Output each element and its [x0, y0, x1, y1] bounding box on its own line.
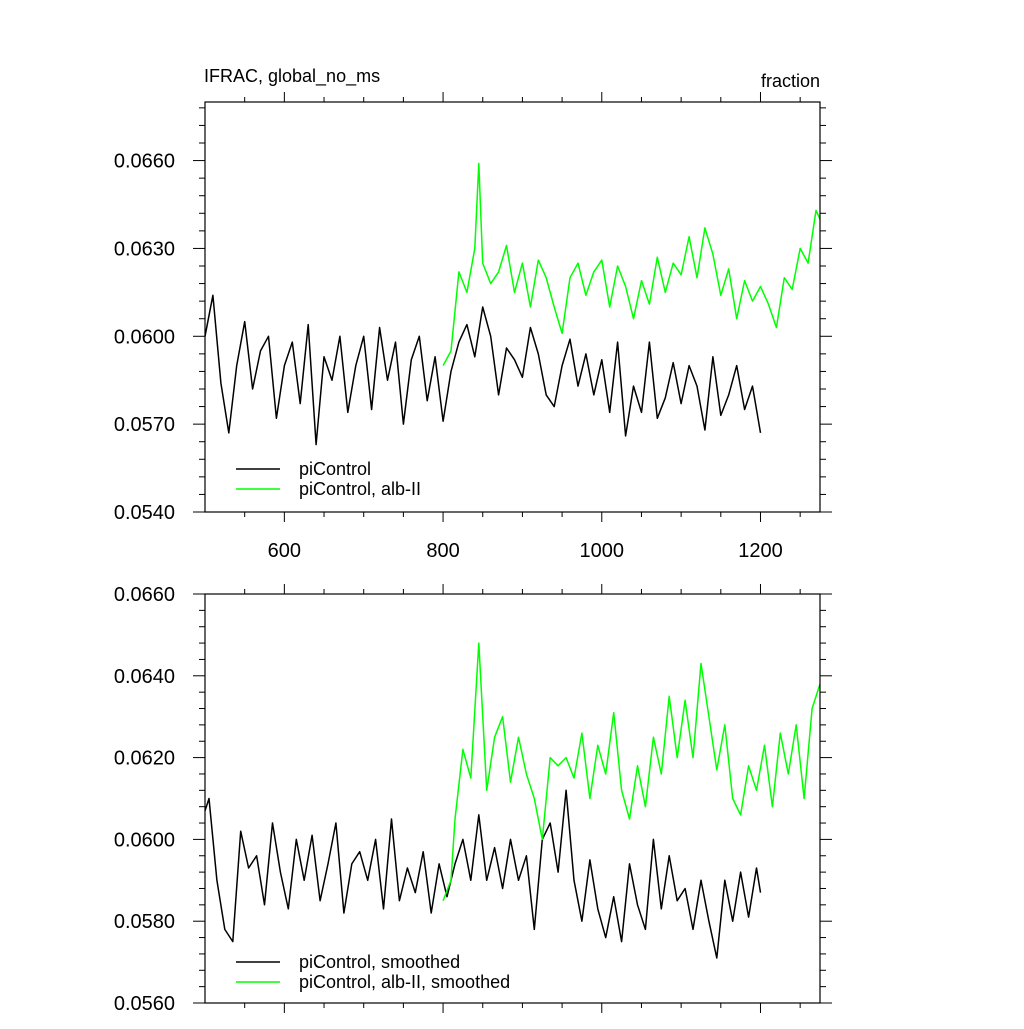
bottom-panel-frame: 0.0560 0.0580 0.0600 0.0620 0.0640 0.0660 piCo… — [114, 584, 832, 1015]
y-tick-label: 0.0570 — [114, 414, 175, 436]
series-line-2 — [442, 162, 821, 366]
y-tick-label: 0.0660 — [114, 151, 175, 173]
legend-label: piControl, smoothed — [299, 952, 460, 972]
y-tick-label: 0.0660 — [114, 584, 175, 606]
top-panel-frame: 600 800 1000 1200 0.0540 0.0570 0.0600 0.0630 0.… — [114, 92, 832, 562]
y-tick-label: 0.0600 — [114, 326, 175, 348]
y-tick-label: 0.0640 — [114, 666, 175, 688]
legend-label: piControl, alb-II, smoothed — [299, 972, 510, 992]
y-tick-label: 0.0630 — [114, 238, 175, 260]
bottom-panel-series-group — [204, 642, 821, 959]
chart-title: IFRAC, global_no_ms — [204, 66, 380, 87]
x-tick-label: 1200 — [738, 540, 783, 562]
legend-label: piControl — [299, 459, 371, 479]
plot-frame — [204, 593, 821, 1004]
plot-frame — [204, 101, 821, 513]
top-panel-series-group — [204, 162, 821, 446]
legend-label: piControl, alb-II — [299, 479, 421, 499]
series-line-1 — [204, 789, 762, 959]
x-tick-label: 800 — [426, 540, 459, 562]
x-tick-label: 600 — [268, 540, 301, 562]
y-tick-label: 0.0600 — [114, 829, 175, 851]
series-line-2 — [442, 642, 821, 901]
series-line-1 — [204, 294, 762, 446]
x-tick-label: 1000 — [580, 540, 625, 562]
y-tick-label: 0.0620 — [114, 748, 175, 770]
y-tick-label: 0.0540 — [114, 502, 175, 524]
y-tick-label: 0.0580 — [114, 911, 175, 933]
y-tick-label: 0.0560 — [114, 993, 175, 1015]
units-label: fraction — [761, 71, 820, 91]
